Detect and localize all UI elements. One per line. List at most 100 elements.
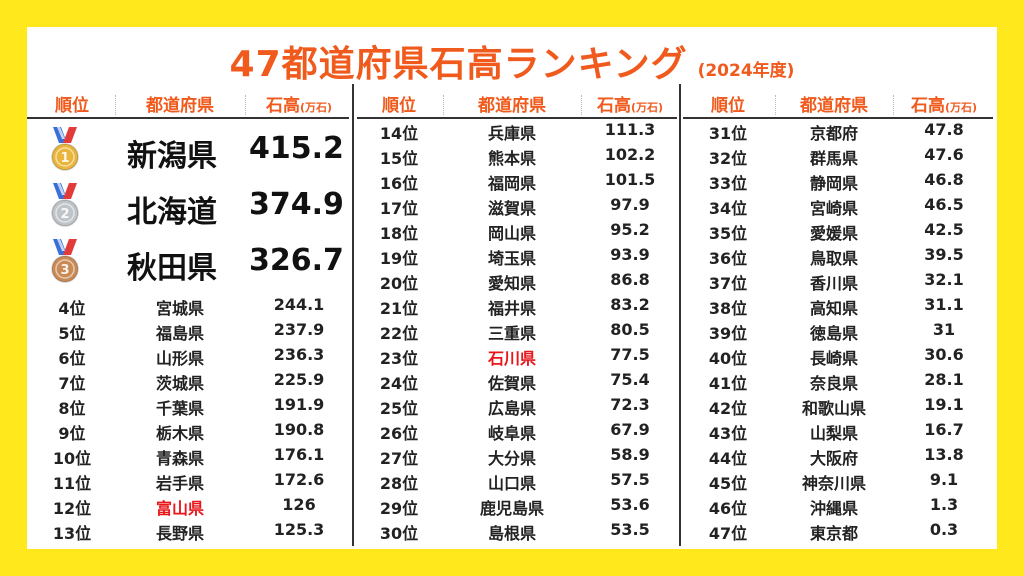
prefecture-name: 栃木県 xyxy=(155,424,204,443)
header-rank: 順位 xyxy=(382,96,416,116)
yield-value: 39.5 xyxy=(924,245,964,264)
rank: 5位 xyxy=(58,324,86,343)
header-rank: 順位 xyxy=(711,96,745,116)
rank: 33位 xyxy=(708,174,748,193)
prefecture-name: 群馬県 xyxy=(809,149,858,168)
table-row: 47位 東京都 0.3 xyxy=(683,518,993,543)
prefecture-name: 愛媛県 xyxy=(809,224,858,243)
rank: 10位 xyxy=(52,449,92,468)
column-header: 順位 都道府県 石高(万石) xyxy=(357,89,677,119)
rank: 6位 xyxy=(58,349,86,368)
yield-value: 102.2 xyxy=(604,145,656,164)
yield-value: 86.8 xyxy=(610,270,650,289)
table-row: 42位 和歌山県 19.1 xyxy=(683,393,993,418)
svg-text:2: 2 xyxy=(60,207,69,222)
rank: 4位 xyxy=(58,299,86,318)
prefecture-name: 三重県 xyxy=(487,324,536,343)
prefecture-name: 茨城県 xyxy=(155,374,204,393)
yield-value: 244.1 xyxy=(273,295,325,314)
prefecture-name: 熊本県 xyxy=(487,149,536,168)
page-title: 47都道府県石高ランキング xyxy=(229,44,688,85)
prefecture-name: 山形県 xyxy=(155,349,204,368)
table-row: 28位 山口県 57.5 xyxy=(357,468,677,493)
rank: 11位 xyxy=(52,474,92,493)
bronze-medal-icon: 3 xyxy=(47,239,83,285)
header-value: 石高(万石) xyxy=(910,96,978,116)
prefecture-name: 沖縄県 xyxy=(809,499,858,518)
top3-row: 1 新潟県 415.2 xyxy=(27,123,349,179)
rank: 26位 xyxy=(379,424,419,443)
prefecture-name: 山梨県 xyxy=(809,424,858,443)
prefecture-name: 北海道 xyxy=(127,195,217,230)
yield-value: 67.9 xyxy=(610,420,650,439)
yield-value: 31.1 xyxy=(924,295,964,314)
yield-value: 31 xyxy=(932,320,956,339)
prefecture-name: 青森県 xyxy=(155,449,204,468)
prefecture-name: 岩手県 xyxy=(155,474,204,493)
prefecture-name: 埼玉県 xyxy=(487,249,536,268)
yield-value: 9.1 xyxy=(929,470,959,489)
top3-row: 3 秋田県 326.7 xyxy=(27,235,349,291)
yield-value: 13.8 xyxy=(924,445,964,464)
yield-value: 237.9 xyxy=(273,320,325,339)
header-pref: 都道府県 xyxy=(146,96,214,116)
yield-value: 77.5 xyxy=(610,345,650,364)
rank: 21位 xyxy=(379,299,419,318)
yield-value: 75.4 xyxy=(610,370,650,389)
prefecture-name: 鹿児島県 xyxy=(479,499,544,518)
table-row: 5位 福島県 237.9 xyxy=(27,318,349,343)
yield-value: 326.7 xyxy=(249,243,344,278)
prefecture-name: 石川県 xyxy=(487,349,536,368)
yield-value: 126 xyxy=(282,495,316,514)
yield-value: 58.9 xyxy=(610,445,650,464)
prefecture-name: 徳島県 xyxy=(809,324,858,343)
table-row: 4位 宮城県 244.1 xyxy=(27,293,349,318)
prefecture-name: 福岡県 xyxy=(487,174,536,193)
rank: 46位 xyxy=(708,499,748,518)
rank: 43位 xyxy=(708,424,748,443)
ranking-column-1: 順位 都道府県 石高(万石) 1 新潟県 415.2 2 北海道 374.9 3 秋田県 326… xyxy=(27,89,349,549)
table-row: 23位 石川県 77.5 xyxy=(357,343,677,368)
prefecture-name: 岐阜県 xyxy=(487,424,536,443)
rank: 23位 xyxy=(379,349,419,368)
table-row: 45位 神奈川県 9.1 xyxy=(683,468,993,493)
yield-value: 30.6 xyxy=(924,345,964,364)
prefecture-name: 高知県 xyxy=(809,299,858,318)
rank: 14位 xyxy=(379,124,419,143)
yield-value: 111.3 xyxy=(604,120,656,139)
yield-value: 95.2 xyxy=(610,220,650,239)
ranking-card: 47都道府県石高ランキング (2024年度) 順位 都道府県 石高(万石) 1 新潟… xyxy=(27,27,997,549)
prefecture-name: 愛知県 xyxy=(487,274,536,293)
prefecture-name: 佐賀県 xyxy=(487,374,536,393)
rank: 13位 xyxy=(52,524,92,543)
prefecture-name: 大分県 xyxy=(487,449,536,468)
rank: 8位 xyxy=(58,399,86,418)
prefecture-name: 宮崎県 xyxy=(809,199,858,218)
header-pref: 都道府県 xyxy=(478,96,546,116)
rank: 38位 xyxy=(708,299,748,318)
ranking-column-2: 順位 都道府県 石高(万石) 14位 兵庫県 111.3 15位 熊本県 102.2 16位… xyxy=(357,89,677,549)
yield-value: 236.3 xyxy=(273,345,325,364)
header-value: 石高(万石) xyxy=(265,96,333,116)
table-row: 39位 徳島県 31 xyxy=(683,318,993,343)
prefecture-name: 長崎県 xyxy=(809,349,858,368)
yield-value: 374.9 xyxy=(249,187,344,222)
rank: 28位 xyxy=(379,474,419,493)
rank: 19位 xyxy=(379,249,419,268)
table-row: 30位 島根県 53.5 xyxy=(357,518,677,543)
table-row: 46位 沖縄県 1.3 xyxy=(683,493,993,518)
table-row: 37位 香川県 32.1 xyxy=(683,268,993,293)
table-row: 36位 鳥取県 39.5 xyxy=(683,243,993,268)
prefecture-name: 長野県 xyxy=(155,524,204,543)
prefecture-name: 岡山県 xyxy=(487,224,536,243)
rank: 40位 xyxy=(708,349,748,368)
rank: 42位 xyxy=(708,399,748,418)
yield-value: 1.3 xyxy=(929,495,959,514)
column-header: 順位 都道府県 石高(万石) xyxy=(27,89,349,119)
yield-value: 415.2 xyxy=(249,131,344,166)
rank: 44位 xyxy=(708,449,748,468)
table-row: 25位 広島県 72.3 xyxy=(357,393,677,418)
table-row: 31位 京都府 47.8 xyxy=(683,118,993,143)
prefecture-name: 秋田県 xyxy=(127,251,217,286)
rank: 15位 xyxy=(379,149,419,168)
